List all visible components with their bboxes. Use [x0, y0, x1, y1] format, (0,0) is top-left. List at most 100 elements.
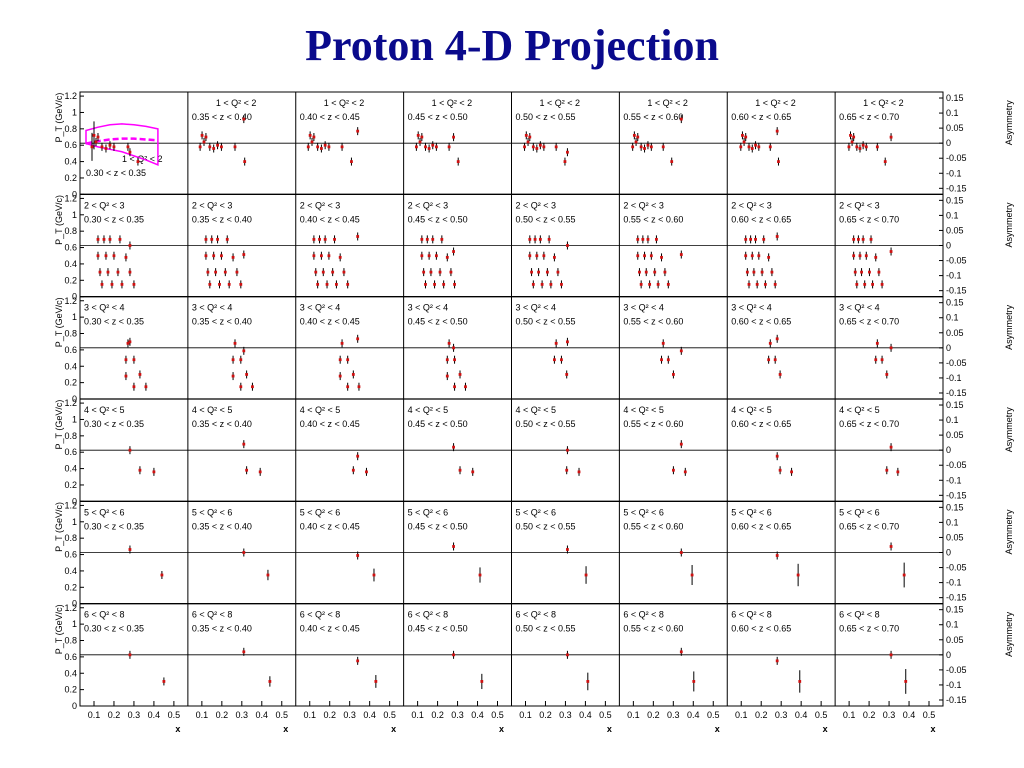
data-point: [268, 680, 272, 683]
pt-tick-label: 1: [72, 312, 77, 322]
model-curve: [85, 137, 158, 145]
asymmetry-tick-label: -0.15: [946, 593, 967, 603]
asymmetry-point: [242, 117, 246, 121]
data-point: [528, 135, 532, 139]
data-point: [342, 270, 346, 274]
data-point: [458, 373, 462, 376]
data-point: [96, 254, 100, 258]
x-tick-label: 0.3: [236, 710, 249, 720]
data-point: [110, 282, 114, 286]
data-point: [251, 385, 254, 389]
x-tick-label: 0.1: [303, 710, 316, 720]
pt-tick-label: 0.4: [64, 361, 77, 371]
panel-z-label: 0.50 < z < 0.55: [516, 214, 576, 224]
x-tick-label: 0.1: [519, 710, 532, 720]
panel-z-label: 0.35 < z < 0.40: [192, 214, 252, 224]
pt-axis-label: P_T (GeV/c): [54, 604, 64, 654]
data-point: [643, 254, 646, 258]
data-point: [528, 237, 532, 241]
data-point: [357, 385, 361, 389]
x-tick-label: 0.5: [815, 710, 828, 720]
data-point: [752, 270, 756, 274]
data-point: [666, 358, 670, 362]
asymmetry-tick-label: -0.05: [946, 153, 967, 163]
data-point: [316, 145, 320, 149]
data-point: [210, 237, 214, 241]
data-point: [434, 145, 438, 149]
asymmetry-tick-label: 0.05: [946, 635, 964, 645]
panel-q2-label: 4 < Q² < 5: [192, 405, 233, 415]
data-point: [632, 133, 636, 137]
panel-z-label: 0.55 < z < 0.60: [623, 214, 683, 224]
panel-z-label: 0.30 < z < 0.35: [84, 419, 144, 429]
data-point: [245, 373, 249, 376]
data-point: [531, 282, 535, 286]
asymmetry-tick-label: -0.15: [946, 490, 967, 500]
pt-axis-label: P_T (GeV/c): [54, 93, 64, 143]
asymmetry-point: [356, 454, 360, 458]
pt-axis-label: P_T (GeV/c): [54, 297, 64, 347]
data-point: [692, 680, 696, 683]
data-point: [849, 133, 852, 137]
pt-tick-label: 0.8: [64, 431, 77, 441]
panel-z-label: 0.35 < z < 0.40: [192, 419, 252, 429]
data-point: [102, 237, 106, 241]
data-point: [346, 358, 350, 362]
data-point: [425, 237, 429, 241]
data-point: [547, 237, 551, 241]
data-point: [231, 358, 235, 362]
data-point: [310, 140, 314, 144]
data-point: [535, 147, 539, 150]
data-point: [318, 237, 321, 241]
x-tick-label: 0.4: [256, 710, 269, 720]
data-point: [768, 145, 772, 149]
data-point: [152, 470, 156, 474]
panel-q2-label: 4 < Q² < 5: [839, 405, 880, 415]
data-point: [316, 282, 320, 286]
asymmetry-tick-label: 0.1: [946, 108, 959, 118]
data-point: [138, 373, 142, 376]
asymmetry-point: [566, 244, 569, 247]
data-point: [773, 282, 777, 286]
asymmetry-axis-label: Asymmetry: [1004, 407, 1014, 453]
pt-tick-label: 1: [72, 107, 77, 117]
data-point: [767, 358, 771, 362]
data-point: [212, 147, 216, 150]
data-point: [327, 254, 331, 258]
x-tick-label: 0.3: [667, 710, 680, 720]
asymmetry-point: [356, 129, 360, 133]
data-point: [223, 270, 227, 274]
data-point: [480, 680, 484, 683]
data-point: [852, 237, 856, 241]
data-point: [868, 270, 871, 274]
asymmetry-point: [128, 150, 132, 154]
asymmetry-point: [775, 554, 779, 557]
data-point: [754, 143, 757, 147]
data-point: [160, 573, 164, 577]
data-point: [563, 160, 567, 163]
asymmetry-point: [128, 340, 132, 344]
data-point: [323, 143, 327, 147]
panel-z-label: 0.50 < z < 0.55: [516, 521, 576, 531]
x-tick-label: 0.1: [627, 710, 640, 720]
data-point: [453, 358, 456, 362]
pt-tick-label: 0.8: [64, 636, 77, 646]
panel-q2-label: 6 < Q² < 8: [731, 610, 772, 620]
asymmetry-point: [128, 244, 132, 247]
asymmetry-point: [566, 448, 569, 452]
x-tick-label: 0.1: [88, 710, 101, 720]
pt-tick-label: 0.2: [64, 480, 77, 490]
data-point: [325, 282, 329, 286]
panel-z-label: 0.60 < z < 0.65: [731, 112, 791, 122]
data-point: [338, 255, 342, 259]
pt-tick-label: 0: [72, 394, 77, 404]
asymmetry-point: [775, 337, 779, 341]
x-axis-label: x: [607, 724, 612, 734]
pt-tick-label: 0: [72, 189, 77, 199]
data-point: [120, 282, 124, 286]
data-point: [420, 135, 424, 139]
data-point: [864, 254, 868, 258]
data-point: [763, 282, 767, 286]
data-point: [747, 145, 751, 149]
data-point: [877, 270, 881, 274]
